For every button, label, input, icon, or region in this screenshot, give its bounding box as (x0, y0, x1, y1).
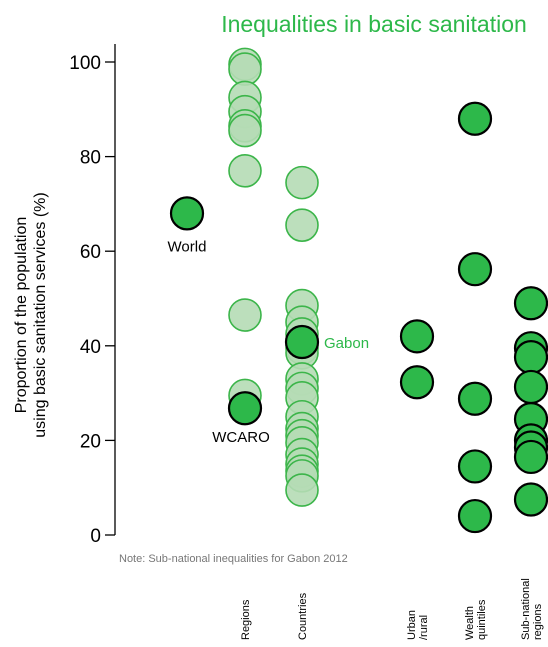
y-tick-label: 0 (90, 526, 101, 547)
data-point (228, 113, 262, 148)
y-tick-label: 20 (80, 431, 101, 452)
y-axis-label-line-2: using basic sanitation services (%) (32, 192, 49, 437)
y-tick-label: 40 (80, 337, 101, 358)
data-point (513, 439, 548, 475)
annotation-gabon: Gabon (324, 335, 369, 352)
data-point (399, 365, 435, 400)
data-point (228, 153, 262, 188)
data-point (228, 52, 262, 86)
category-label: Wealth (464, 606, 476, 640)
y-tick-label: 100 (69, 53, 101, 74)
category-label: quintiles (476, 599, 488, 640)
y-axis-label-line-1: Proportion of the population (13, 217, 30, 414)
data-point (457, 449, 493, 484)
data-point (284, 324, 320, 360)
data-point (513, 340, 548, 375)
data-point (285, 473, 319, 507)
data-point (513, 286, 548, 321)
data-point (285, 165, 319, 200)
category-labels: Regions Countries Urban/rural Wealth quintil… (240, 578, 544, 640)
data-point (457, 252, 493, 287)
chart-note: Note: Sub-national inequalities for Gabo… (119, 553, 348, 565)
annotation-world: World (168, 238, 207, 255)
data-points (169, 47, 548, 534)
annotation-wcaro: WCARO (212, 429, 270, 446)
data-point (227, 391, 263, 426)
data-point (399, 319, 435, 354)
y-axis: 0 20 40 60 80 100 (69, 44, 116, 547)
annotations: World WCARO Gabon (168, 238, 370, 446)
data-point (457, 381, 493, 416)
data-point (228, 298, 262, 332)
category-label: regions (532, 603, 544, 640)
data-point (513, 482, 548, 517)
data-point (513, 369, 548, 405)
category-label: Urban (406, 610, 418, 640)
data-point (285, 208, 319, 242)
chart-title: Inequalities in basic sanitation (221, 11, 527, 37)
data-point (169, 196, 205, 231)
y-tick-label: 80 (80, 148, 101, 169)
category-label: Sub-national (520, 578, 532, 640)
y-tick-label: 60 (80, 242, 101, 263)
category-label: Countries (297, 592, 309, 640)
data-point (457, 101, 493, 136)
category-label: Regions (240, 599, 252, 640)
y-axis-label: Proportion of the population using basic… (13, 192, 49, 437)
data-point (457, 498, 493, 534)
category-label: /rural (418, 615, 430, 640)
